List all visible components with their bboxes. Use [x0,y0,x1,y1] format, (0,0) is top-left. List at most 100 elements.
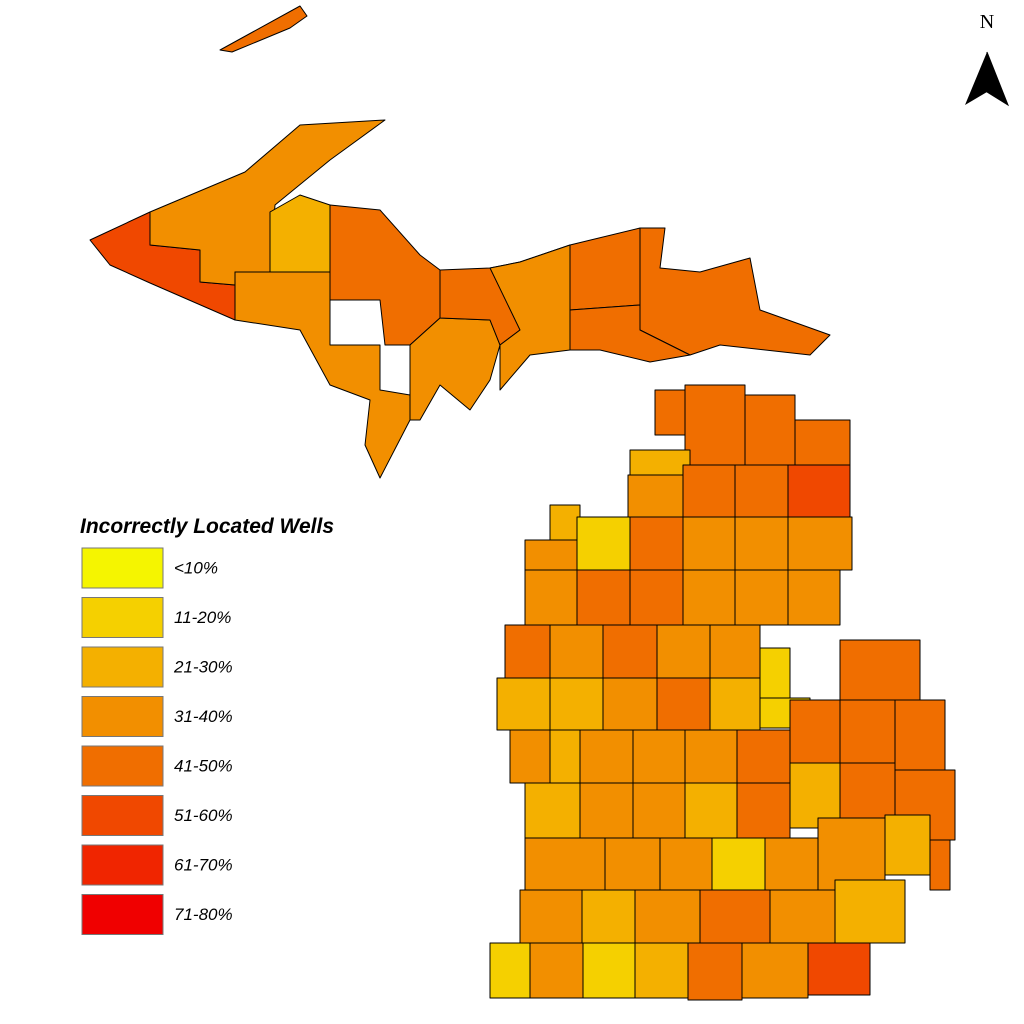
county [629,449,691,476]
county [687,942,743,1001]
county [734,464,789,518]
county [219,5,308,53]
county [787,464,851,518]
county [529,942,584,999]
county [629,569,684,626]
legend-swatch [81,597,164,638]
county [639,227,831,356]
county [769,889,836,944]
county [709,624,761,679]
county [582,942,636,999]
legend-label: 51-60% [174,806,233,825]
county [709,677,761,731]
legend: Incorrectly Located Wells <10% 11-20% 21-3… [80,515,334,935]
county [711,837,766,891]
county [524,837,606,891]
north-arrow: N [965,11,1010,107]
county [519,889,583,944]
legend-swatch [81,894,164,935]
county [632,782,686,839]
north-label: N [980,11,994,33]
county [579,729,634,784]
county [807,942,871,996]
legend-label: 11-20% [174,608,231,627]
county [581,889,636,944]
legend-swatch [81,547,164,589]
county [787,569,841,626]
county [602,624,658,679]
county [549,504,581,546]
counties [89,5,956,1001]
county [682,516,736,571]
county [524,539,578,571]
county [736,729,791,784]
county [579,782,634,839]
county [839,762,896,819]
legend-title: Incorrectly Located Wells [80,515,334,538]
county [654,389,686,436]
county [524,569,578,626]
county [682,464,736,518]
county [496,677,551,731]
county [269,194,331,273]
legend-label: 31-40% [174,707,233,726]
county [787,516,853,571]
county [684,384,746,466]
legend-label: 71-80% [174,905,233,924]
legend-label: 41-50% [174,756,233,775]
county [634,889,701,944]
county [734,516,789,571]
county [817,817,886,891]
county [734,569,789,626]
county [489,244,571,391]
north-arrow-right [986,51,1010,107]
county [659,837,713,891]
county [569,304,691,363]
county [569,227,641,311]
legend-swatch [81,646,164,688]
legend-swatch [81,844,164,886]
county [604,837,661,891]
county [656,677,711,731]
county [549,624,604,679]
county [549,729,581,784]
county [602,677,658,731]
county [634,942,689,999]
county [234,271,411,479]
county [744,394,796,466]
legend-swatch [81,795,164,836]
county [759,647,791,699]
county [576,569,631,626]
county [409,317,501,421]
legend-swatch [81,745,164,787]
county [741,942,809,999]
county [509,729,551,784]
county [656,624,711,679]
county [684,729,738,784]
county [839,699,896,764]
county [764,837,819,891]
county [684,782,738,839]
county [632,729,686,784]
county [834,879,906,944]
county [504,624,551,679]
county [699,889,771,944]
county [576,516,631,571]
legend-label: <10% [174,558,218,577]
legend-label: 61-70% [174,855,233,874]
county [894,699,946,771]
county [884,814,931,876]
county [524,782,581,839]
county [789,699,841,764]
legend-label: 21-30% [173,657,233,676]
county [627,474,684,521]
north-arrow-left [965,52,987,105]
county [629,516,684,571]
county [794,419,851,466]
county [329,204,441,346]
county [549,677,604,731]
legend-swatch [81,696,164,737]
county [929,839,951,891]
county [839,639,921,701]
